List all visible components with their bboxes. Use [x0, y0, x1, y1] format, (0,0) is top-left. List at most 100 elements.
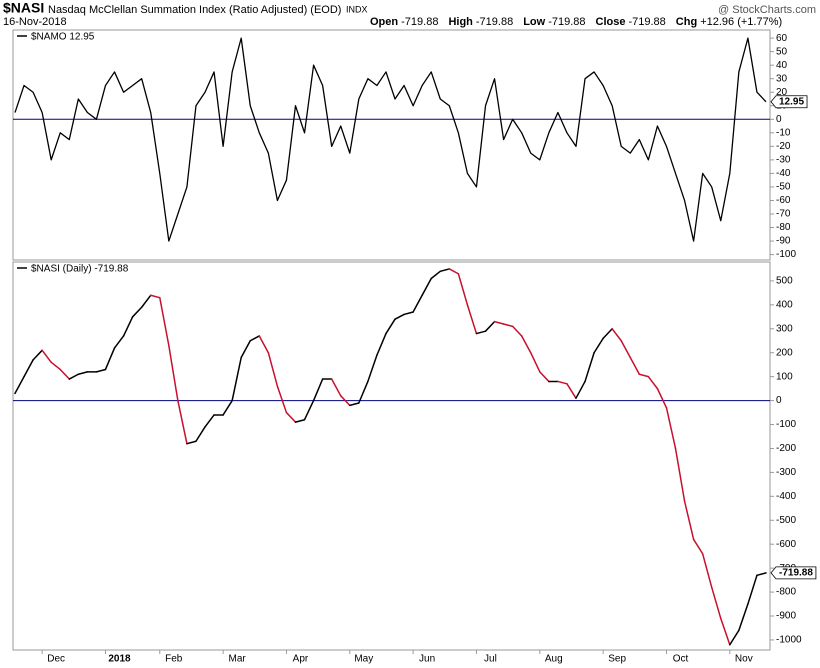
line-segment	[421, 277, 432, 297]
x-tick-label: May	[354, 654, 373, 665]
line-segment	[520, 335, 532, 354]
legend-label: $NAMO 12.95	[31, 32, 95, 43]
line-segment	[385, 318, 396, 335]
line-segment	[457, 272, 469, 306]
value-tag: -719.88	[770, 566, 817, 580]
line-segment	[77, 371, 89, 376]
line-segment	[557, 380, 568, 385]
line-segment	[665, 407, 677, 450]
line-segment	[312, 378, 324, 402]
line-segment	[358, 380, 369, 404]
line-segment	[466, 304, 478, 335]
line-segment	[32, 349, 43, 361]
y-tick-label: 200	[776, 347, 793, 358]
line-segment	[367, 354, 378, 383]
quote-value: +12.96 (+1.77%)	[700, 16, 782, 28]
line	[14, 37, 767, 242]
line-segment	[41, 349, 52, 364]
y-tick-label: -200	[776, 443, 796, 454]
y-tick-label: -300	[776, 467, 796, 478]
y-tick-label: -400	[776, 491, 796, 502]
line-segment	[692, 538, 704, 555]
line-segment	[23, 359, 34, 378]
y-tick-label: -900	[776, 611, 796, 622]
y-tick-label: -20	[776, 141, 791, 152]
y-tick-label: 20	[776, 87, 788, 98]
line-segment	[674, 447, 686, 502]
line-segment	[611, 328, 622, 342]
line-segment	[502, 323, 514, 328]
x-tick-label: Nov	[735, 654, 753, 665]
line-segment	[177, 399, 188, 445]
y-tick-label: 30	[776, 73, 788, 84]
quote-value: -719.88	[476, 16, 513, 28]
line-segment	[710, 586, 722, 620]
y-tick-label: 60	[776, 33, 788, 44]
line-segment	[195, 426, 206, 443]
line-segment	[140, 294, 152, 308]
value-tag-label: -719.88	[779, 568, 813, 579]
line-segment	[593, 337, 604, 354]
line-segment	[602, 328, 613, 340]
quote-value: -719.88	[628, 16, 665, 28]
line-segment	[448, 268, 460, 275]
x-tick-label: Oct	[673, 654, 689, 665]
line-segment	[394, 313, 405, 320]
value-tag-box	[770, 566, 817, 580]
y-tick-label: 50	[776, 46, 788, 57]
line-segment	[131, 306, 143, 318]
x-tick-label: Dec	[47, 654, 65, 665]
line-segment	[14, 375, 25, 395]
y-tick-label: -100	[776, 249, 796, 260]
line-segment	[240, 339, 252, 359]
index-name: Nasdaq McClellan Summation Index (Ratio …	[48, 4, 341, 16]
y-tick-label: 300	[776, 323, 793, 334]
x-tick-label: Mar	[228, 654, 246, 665]
line-segment	[204, 414, 215, 428]
line-segment	[95, 368, 107, 373]
y-tick-label: -60	[776, 195, 791, 206]
line-segment	[656, 387, 668, 409]
x-tick-label: Jun	[419, 654, 435, 665]
line-segment	[584, 351, 595, 383]
quote-label: Close	[596, 16, 626, 28]
line-segment	[493, 320, 505, 325]
x-tick-label: Aug	[545, 654, 563, 665]
quote-value: -719.88	[548, 16, 585, 28]
value-tag-box	[770, 95, 808, 109]
line-segment	[276, 385, 288, 414]
line-segment	[349, 402, 360, 407]
line-segment	[403, 311, 414, 316]
line-segment	[439, 268, 451, 273]
y-tick-label: -30	[776, 155, 791, 166]
line-segment	[267, 351, 279, 387]
y-tick-label: -800	[776, 587, 796, 598]
legend-label: $NASI (Daily) -719.88	[31, 264, 129, 275]
line-segment	[756, 572, 767, 577]
line-segment	[376, 332, 387, 356]
x-tick-label: 2018	[108, 654, 131, 665]
y-tick-label: 100	[776, 371, 793, 382]
line-segment	[747, 574, 758, 605]
line-segment	[638, 373, 650, 378]
y-tick-label: -40	[776, 168, 791, 179]
line-segment	[168, 344, 179, 402]
watermark: @ StockCharts.com	[718, 4, 816, 16]
value-tag-label: 12.95	[779, 96, 804, 107]
y-tick-label: -600	[776, 539, 796, 550]
line-segment	[59, 368, 71, 380]
line-segment	[701, 553, 713, 589]
y-tick-label: -100	[776, 419, 796, 430]
line-segment	[339, 395, 351, 407]
line-segment	[68, 373, 80, 380]
exchange: INDX	[346, 4, 368, 14]
quote-label: High	[448, 16, 473, 28]
panel-frame	[12, 29, 771, 261]
line-segment	[484, 320, 496, 332]
line-segment	[475, 330, 487, 335]
quote-label: Chg	[676, 16, 697, 28]
y-tick-label: 0	[776, 114, 782, 125]
y-tick-label: -70	[776, 209, 791, 220]
line-segment	[186, 440, 197, 445]
line-segment	[122, 316, 134, 337]
